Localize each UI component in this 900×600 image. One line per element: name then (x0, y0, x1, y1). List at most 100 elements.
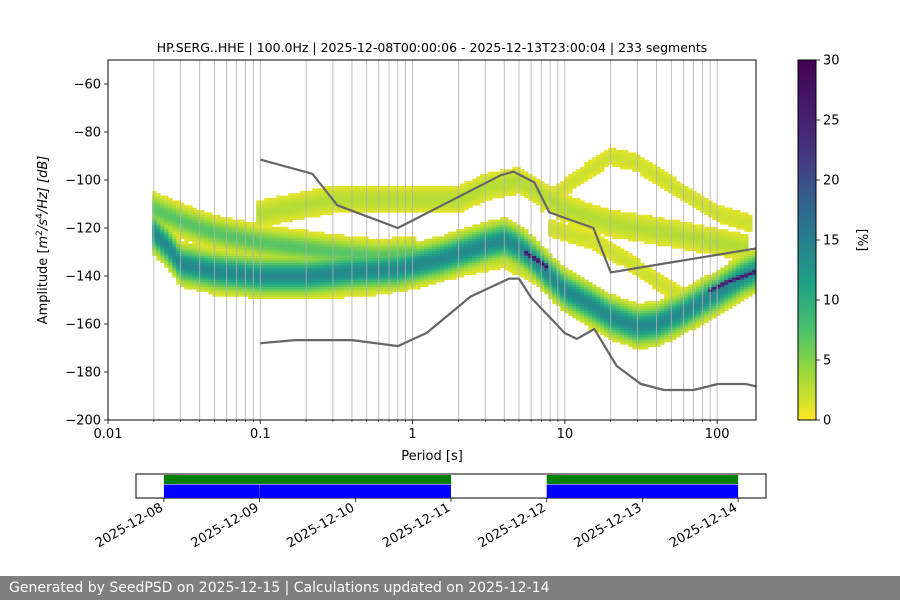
heatmap-cell (268, 210, 273, 213)
heatmap-cell (324, 253, 329, 256)
heatmap-cell (352, 243, 357, 247)
heatmap-cell (264, 234, 269, 237)
heatmap-cell (532, 195, 537, 199)
heatmap-cell (660, 308, 665, 312)
heatmap-cell (648, 332, 653, 336)
heatmap-cell (280, 279, 285, 283)
heatmap-cell (492, 229, 497, 232)
heatmap-cell (572, 229, 577, 232)
heatmap-cell (252, 277, 257, 280)
heatmap-cell (612, 308, 617, 312)
heatmap-cell (584, 166, 589, 170)
heatmap-cell (348, 236, 353, 240)
heatmap-cell (332, 190, 337, 194)
heatmap-cell (648, 238, 653, 242)
heatmap-cell (340, 248, 345, 252)
heatmap-cell (284, 238, 289, 242)
heatmap-cell (204, 255, 209, 259)
heatmap-cell (660, 176, 665, 180)
heatmap-cell (572, 176, 577, 180)
heatmap-cell (332, 246, 337, 249)
heatmap-cell (356, 193, 361, 196)
heatmap-cell (324, 274, 329, 278)
heatmap-cell (524, 241, 529, 244)
heatmap-cell (320, 296, 325, 300)
heatmap-cell (560, 236, 565, 240)
heatmap-cell (292, 243, 297, 247)
heatmap-cell (604, 159, 609, 163)
heatmap-cell (440, 260, 445, 264)
heatmap-cell (360, 255, 365, 259)
heatmap-cell (264, 284, 269, 288)
heatmap-cell (312, 243, 317, 247)
heatmap-cell (564, 181, 569, 184)
heatmap-cell (164, 214, 169, 218)
heatmap-cell (352, 188, 357, 192)
heatmap-cell (460, 236, 465, 240)
heatmap-cell (684, 231, 689, 235)
heatmap-cell (556, 202, 561, 206)
heatmap-cell (472, 270, 477, 273)
heatmap-cell (392, 186, 397, 189)
heatmap-cell (272, 277, 277, 280)
heatmap-cell (596, 159, 601, 163)
heatmap-cell (584, 289, 589, 292)
heatmap-cell (520, 274, 525, 278)
heatmap-cell (440, 210, 445, 213)
heatmap-cell (296, 214, 301, 218)
heatmap-cell (560, 296, 565, 300)
heatmap-cell (248, 224, 253, 228)
heatmap-cell (616, 248, 621, 252)
heatmap-cell (656, 224, 661, 228)
heatmap-cell (660, 181, 665, 184)
heatmap-cell (308, 238, 313, 242)
heatmap-cell (632, 231, 637, 235)
heatmap-cell (488, 183, 493, 187)
heatmap-cell (156, 243, 161, 247)
heatmap-cell (480, 186, 485, 189)
heatmap-cell (324, 238, 329, 242)
heatmap-cell (432, 255, 437, 259)
heatmap-cell (564, 284, 569, 288)
heatmap-cell (272, 267, 277, 271)
heatmap-cell (500, 169, 505, 172)
heatmap-cell (544, 265, 549, 268)
heatmap-cell (200, 222, 205, 225)
heatmap-cell (220, 286, 225, 290)
heatmap-cell (204, 229, 209, 232)
heatmap-cell (676, 222, 681, 225)
heatmap-cell (308, 262, 313, 266)
heatmap-cell (372, 190, 377, 194)
heatmap-cell (484, 195, 489, 199)
heatmap-cell (324, 279, 329, 283)
heatmap-cell (632, 238, 637, 242)
heatmap-cell (616, 236, 621, 240)
heatmap-cell (508, 193, 513, 196)
heatmap-cell (220, 262, 225, 266)
heatmap-cell (156, 202, 161, 206)
heatmap-cell (536, 267, 541, 271)
heatmap-cell (300, 279, 305, 283)
heatmap-cell (184, 274, 189, 278)
heatmap-cell (288, 219, 293, 223)
heatmap-cell (388, 200, 393, 204)
heatmap-cell (196, 212, 201, 216)
heatmap-cell (392, 270, 397, 273)
heatmap-cell (280, 262, 285, 266)
heatmap-cell (244, 277, 249, 280)
heatmap-cell (316, 212, 321, 216)
heatmap-cell (632, 236, 637, 240)
heatmap-cell (276, 260, 281, 264)
heatmap-cell (584, 222, 589, 225)
heatmap-cell (504, 236, 509, 240)
heatmap-cell (676, 318, 681, 321)
heatmap-cell (628, 229, 633, 232)
heatmap-cell (592, 318, 597, 321)
heatmap-cell (168, 260, 173, 264)
heatmap-cell (648, 169, 653, 172)
heatmap-cell (384, 284, 389, 288)
heatmap-cell (640, 303, 645, 307)
heatmap-cell (568, 207, 573, 211)
heatmap-cell (192, 234, 197, 237)
heatmap-cell (320, 282, 325, 285)
